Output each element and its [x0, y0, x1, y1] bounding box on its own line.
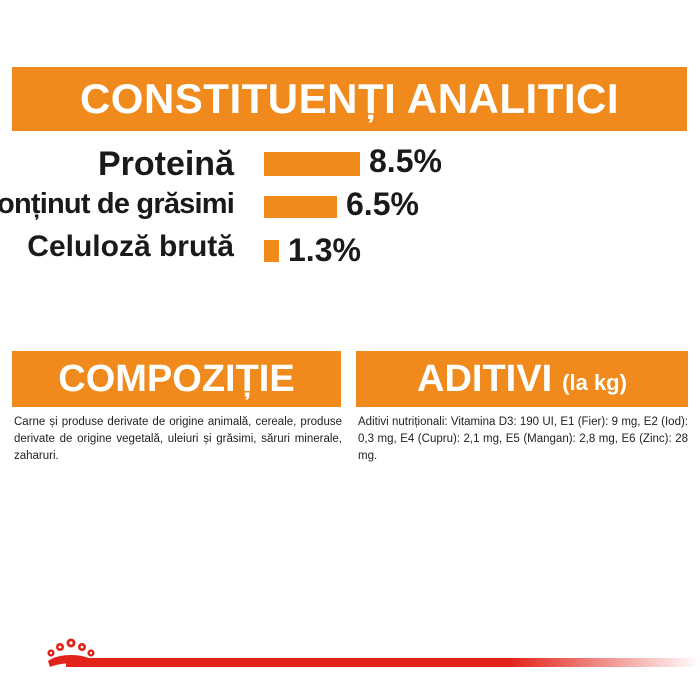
- constituent-bar: [264, 196, 337, 218]
- constituent-value: 6.5%: [346, 186, 419, 222]
- analytical-constituents-title: CONSTITUENȚI ANALITICI: [79, 75, 620, 122]
- constituent-label: Conținut de grăsimi: [0, 188, 235, 220]
- constituent-value: 1.3%: [288, 232, 361, 268]
- additives-title: ADITIVI: [417, 357, 553, 400]
- constituent-row-fiber: Celuloză brută 1.3%: [0, 230, 700, 268]
- constituent-bar: [264, 240, 279, 262]
- composition-text: Carne și produse derivate de origine ani…: [14, 416, 342, 462]
- additives-text: Aditivi nutriționali: Vitamina D3: 190 U…: [358, 416, 688, 462]
- constituent-bar: [264, 152, 360, 176]
- additives-subtitle: (la kg): [562, 370, 627, 395]
- constituent-label: Proteină: [97, 145, 234, 183]
- additives-banner: ADITIVI (la kg): [356, 351, 688, 407]
- crown-icon: [42, 637, 100, 676]
- footer-brand-line: [66, 658, 700, 667]
- constituent-value: 8.5%: [369, 143, 442, 179]
- constituent-label: Celuloză brută: [27, 230, 234, 263]
- composition-banner: COMPOZIȚIE: [12, 351, 341, 407]
- analytical-constituents-banner: CONSTITUENȚI ANALITICI: [12, 67, 687, 131]
- constituent-row-fat: Conținut de grăsimi 6.5%: [0, 186, 700, 224]
- constituent-row-protein: Proteină 8.5%: [0, 143, 700, 183]
- composition-title: COMPOZIȚIE: [58, 357, 295, 400]
